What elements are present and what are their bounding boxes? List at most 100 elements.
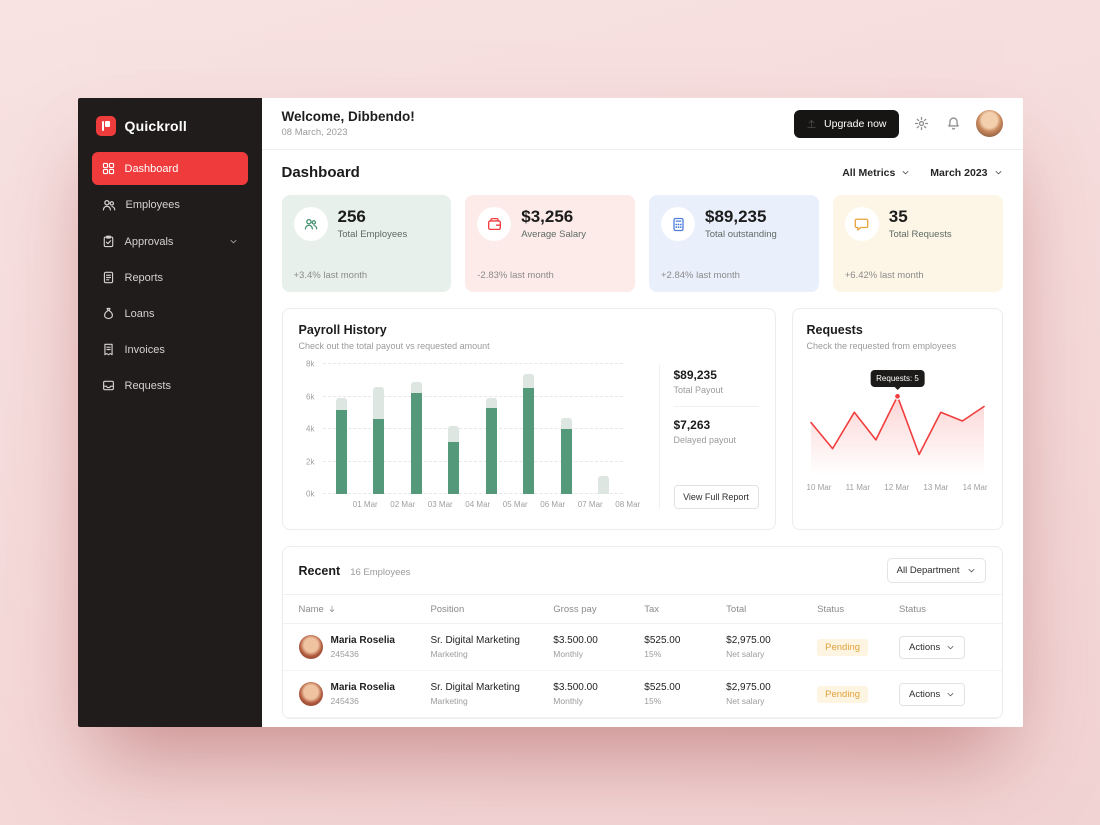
sidebar-item-label: Loans bbox=[124, 307, 155, 320]
name-cell: Maria Roselia 245436 bbox=[298, 682, 431, 706]
recent-employees-panel: Recent 16 Employees All Department Name P… bbox=[281, 546, 1003, 719]
column-header-position: Position bbox=[430, 603, 465, 615]
recent-header: Recent 16 Employees All Department bbox=[283, 547, 1002, 594]
recent-title: Recent bbox=[298, 563, 341, 578]
month-filter-label: March 2023 bbox=[930, 166, 988, 179]
stat-label: Delayed payout bbox=[673, 435, 737, 445]
chevron-down-icon bbox=[901, 168, 910, 177]
status-badge: Pending bbox=[817, 638, 869, 656]
settings-gear-icon[interactable] bbox=[912, 114, 931, 133]
gross-pay-cell: $3.500.00 Monthly bbox=[553, 682, 598, 706]
table-row: Maria Roselia 245436 Sr. Digital Marketing… bbox=[282, 671, 1002, 718]
x-tick-label: 10 Mar bbox=[806, 483, 832, 492]
position-cell: Sr. Digital Marketing Marketing bbox=[430, 635, 520, 659]
sort-arrow-icon bbox=[328, 605, 336, 613]
user-avatar[interactable] bbox=[975, 110, 1003, 137]
payroll-bar bbox=[473, 364, 511, 494]
name-cell: Maria Roselia 245436 bbox=[298, 635, 431, 659]
employee-count: 16 Employees bbox=[350, 566, 411, 578]
y-tick-label: 2k bbox=[306, 457, 315, 466]
y-tick-label: 6k bbox=[306, 392, 315, 401]
sidebar-item-loans[interactable]: Loans bbox=[92, 297, 248, 330]
department-filter-dropdown[interactable]: All Department bbox=[886, 558, 986, 583]
x-tick-label: 06 Mar bbox=[540, 500, 566, 509]
requests-line-svg bbox=[809, 392, 985, 475]
x-tick-label: 01 Mar bbox=[352, 500, 378, 509]
x-tick-label: 03 Mar bbox=[427, 500, 453, 509]
status-badge: Pending bbox=[817, 685, 869, 703]
actions-label: Actions bbox=[909, 641, 941, 653]
file-icon bbox=[102, 271, 115, 284]
payroll-bar bbox=[585, 364, 623, 494]
metrics-filter-dropdown[interactable]: All Metrics bbox=[842, 167, 910, 179]
actions-cell: Actions bbox=[899, 682, 985, 706]
employee-avatar bbox=[298, 682, 323, 706]
sidebar-item-label: Employees bbox=[125, 199, 180, 211]
main-area: Welcome, Dibbendo! 08 March, 2023 Upgrad… bbox=[261, 98, 1023, 727]
x-tick-label: 12 Mar bbox=[884, 483, 910, 492]
requests-title: Requests bbox=[806, 323, 863, 337]
metric-card: $3,256 Average Salary -2.83% last month bbox=[465, 195, 635, 292]
sidebar-item-employees[interactable]: Employees bbox=[92, 188, 248, 222]
metric-value: $3,256 bbox=[521, 207, 574, 226]
employee-avatar bbox=[298, 635, 323, 659]
actions-button[interactable]: Actions bbox=[899, 635, 966, 659]
column-header-total: Total bbox=[726, 603, 747, 615]
sidebar-item-label: Dashboard bbox=[124, 162, 179, 175]
app-name: Quickroll bbox=[124, 118, 187, 134]
receipt-icon bbox=[102, 343, 115, 356]
requests-panel: Requests Check the requested from employ… bbox=[791, 308, 1003, 530]
sidebar-item-reports[interactable]: Reports bbox=[92, 261, 248, 294]
total-payout-stat: $89,235 Total Payout bbox=[674, 368, 759, 395]
metric-delta: -2.83% last month bbox=[477, 270, 554, 281]
chart-tooltip: Requests: 5 bbox=[870, 370, 925, 387]
notifications-bell-icon[interactable] bbox=[944, 114, 963, 133]
topbar: Welcome, Dibbendo! 08 March, 2023 Upgrad… bbox=[261, 98, 1023, 150]
month-filter-dropdown[interactable]: March 2023 bbox=[930, 167, 1002, 179]
chat-icon bbox=[844, 207, 879, 241]
payroll-bar-chart bbox=[322, 363, 623, 494]
metric-value: $89,235 bbox=[705, 207, 767, 226]
dashboard-filters: All Metrics March 2023 bbox=[842, 167, 1002, 179]
tax-cell: $525.00 15% bbox=[644, 635, 681, 659]
x-tick-label: 14 Mar bbox=[962, 483, 988, 492]
actions-label: Actions bbox=[909, 688, 941, 700]
metric-cards: 256 Total Employees +3.4% last month $3,256… bbox=[281, 195, 1003, 292]
metric-delta: +3.4% last month bbox=[293, 270, 368, 281]
upgrade-button[interactable]: Upgrade now bbox=[794, 109, 899, 138]
column-header-status: Status bbox=[899, 603, 926, 615]
y-tick-label: 4k bbox=[306, 424, 315, 434]
sidebar-item-dashboard[interactable]: Dashboard bbox=[91, 152, 248, 185]
upgrade-label: Upgrade now bbox=[824, 117, 887, 130]
recent-title-group: Recent 16 Employees bbox=[299, 564, 411, 578]
department-filter-label: All Department bbox=[896, 565, 960, 576]
column-header-name[interactable]: Name bbox=[299, 604, 431, 615]
metric-card: 35 Total Requests +6.42% last month bbox=[832, 195, 1003, 292]
payroll-bar bbox=[360, 364, 398, 494]
grid-icon bbox=[102, 162, 115, 175]
total-cell: $2,975.00 Net salary bbox=[726, 682, 771, 706]
payroll-bar bbox=[323, 364, 361, 494]
dashboard-content: Dashboard All Metrics March 2023 256 Tota… bbox=[262, 150, 1023, 727]
bar-chart-y-axis: 0k 2k 4k 6k 8k bbox=[299, 360, 317, 499]
requests-line-chart: Requests: 5 bbox=[807, 370, 988, 479]
sidebar-item-label: Invoices bbox=[124, 343, 165, 356]
sidebar-item-invoices[interactable]: Invoices bbox=[92, 333, 248, 366]
payroll-title: Payroll History bbox=[298, 323, 387, 337]
sidebar-item-label: Reports bbox=[124, 271, 164, 284]
x-tick-label: 13 Mar bbox=[923, 483, 949, 492]
stat-label: Total Payout bbox=[673, 385, 724, 395]
chevron-down-icon bbox=[229, 237, 238, 246]
status-cell: Pending bbox=[817, 638, 899, 656]
calculator-icon bbox=[661, 207, 695, 241]
chart-panels: Payroll History Check out the total payo… bbox=[281, 308, 1003, 530]
employee-name: Maria Roselia bbox=[330, 682, 395, 693]
actions-button[interactable]: Actions bbox=[899, 682, 966, 706]
payroll-history-panel: Payroll History Check out the total payo… bbox=[281, 308, 776, 530]
sidebar-item-requests[interactable]: Requests bbox=[92, 369, 248, 402]
view-full-report-button[interactable]: View Full Report bbox=[673, 485, 759, 509]
app-logo: Quickroll bbox=[92, 114, 248, 152]
tax-cell: $525.00 15% bbox=[644, 682, 681, 706]
sidebar-item-approvals[interactable]: Approvals bbox=[92, 225, 248, 258]
chevron-down-icon bbox=[967, 566, 976, 575]
